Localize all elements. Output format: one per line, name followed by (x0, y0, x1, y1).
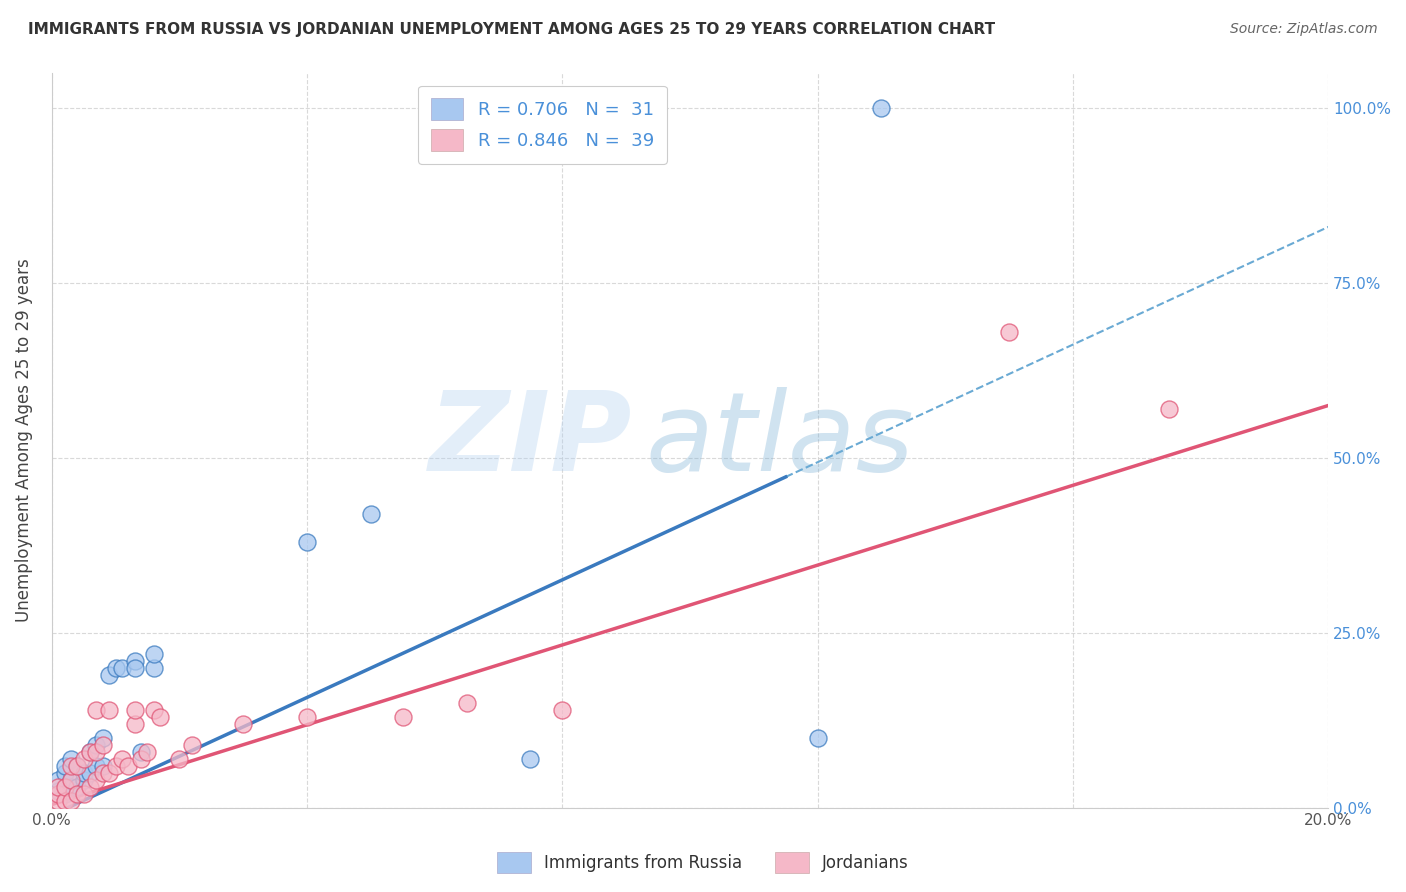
Point (53, 780, 76, 794)
Point (66, 759, 89, 773)
Point (111, 661, 134, 675)
Point (66, 759, 89, 773)
Point (86, 745, 108, 759)
Point (124, 661, 146, 675)
Point (519, 752, 541, 766)
Point (46, 773, 69, 788)
Point (53, 759, 76, 773)
Point (86, 759, 108, 773)
Point (149, 710, 172, 724)
Point (98, 668, 121, 682)
Legend: R = 0.706   N =  31, R = 0.846   N =  39: R = 0.706 N = 31, R = 0.846 N = 39 (418, 86, 666, 164)
Point (870, 101, 893, 115)
Point (91, 766, 114, 780)
Point (129, 752, 152, 766)
Point (1157, 402, 1180, 417)
Point (104, 661, 127, 675)
Point (59, 773, 82, 788)
Point (142, 661, 165, 675)
Point (86, 738, 108, 752)
Point (104, 759, 127, 773)
Point (59, 780, 82, 794)
Point (53, 794, 76, 808)
Point (117, 759, 139, 773)
Point (129, 745, 152, 759)
Point (232, 717, 254, 731)
Point (46, 794, 69, 808)
Point (53, 787, 76, 801)
Point (998, 325, 1021, 339)
Point (98, 703, 121, 717)
Point (91, 738, 114, 752)
Text: IMMIGRANTS FROM RUSSIA VS JORDANIAN UNEMPLOYMENT AMONG AGES 25 TO 29 YEARS CORRE: IMMIGRANTS FROM RUSSIA VS JORDANIAN UNEM… (28, 22, 995, 37)
Legend: Immigrants from Russia, Jordanians: Immigrants from Russia, Jordanians (491, 846, 915, 880)
Point (86, 703, 108, 717)
Point (91, 759, 114, 773)
Point (806, 731, 828, 745)
Point (124, 654, 146, 668)
Point (79, 766, 101, 780)
Point (66, 787, 89, 801)
Point (59, 759, 82, 773)
Point (86, 773, 108, 788)
Point (456, 696, 478, 710)
Point (551, 703, 574, 717)
Point (59, 752, 82, 766)
Text: Source: ZipAtlas.com: Source: ZipAtlas.com (1230, 22, 1378, 37)
Point (79, 745, 101, 759)
Point (136, 745, 159, 759)
Point (91, 731, 114, 745)
Point (59, 773, 82, 788)
Point (59, 794, 82, 808)
Point (73, 752, 96, 766)
Point (73, 787, 96, 801)
Point (391, 710, 413, 724)
Point (169, 752, 191, 766)
Point (142, 703, 165, 717)
Point (98, 766, 121, 780)
Point (124, 703, 146, 717)
Point (295, 710, 318, 724)
Point (53, 766, 76, 780)
Point (124, 717, 146, 731)
Point (181, 738, 204, 752)
Point (79, 780, 101, 794)
Point (111, 752, 134, 766)
Point (46, 783, 69, 797)
Text: ZIP: ZIP (429, 387, 633, 494)
Point (46, 780, 69, 794)
Text: atlas: atlas (645, 387, 914, 494)
Point (66, 780, 89, 794)
Point (360, 507, 382, 521)
Point (295, 535, 318, 549)
Point (46, 787, 69, 801)
Point (73, 766, 96, 780)
Point (142, 647, 165, 661)
Point (79, 745, 101, 759)
Y-axis label: Unemployment Among Ages 25 to 29 years: Unemployment Among Ages 25 to 29 years (15, 259, 32, 623)
Point (73, 773, 96, 788)
